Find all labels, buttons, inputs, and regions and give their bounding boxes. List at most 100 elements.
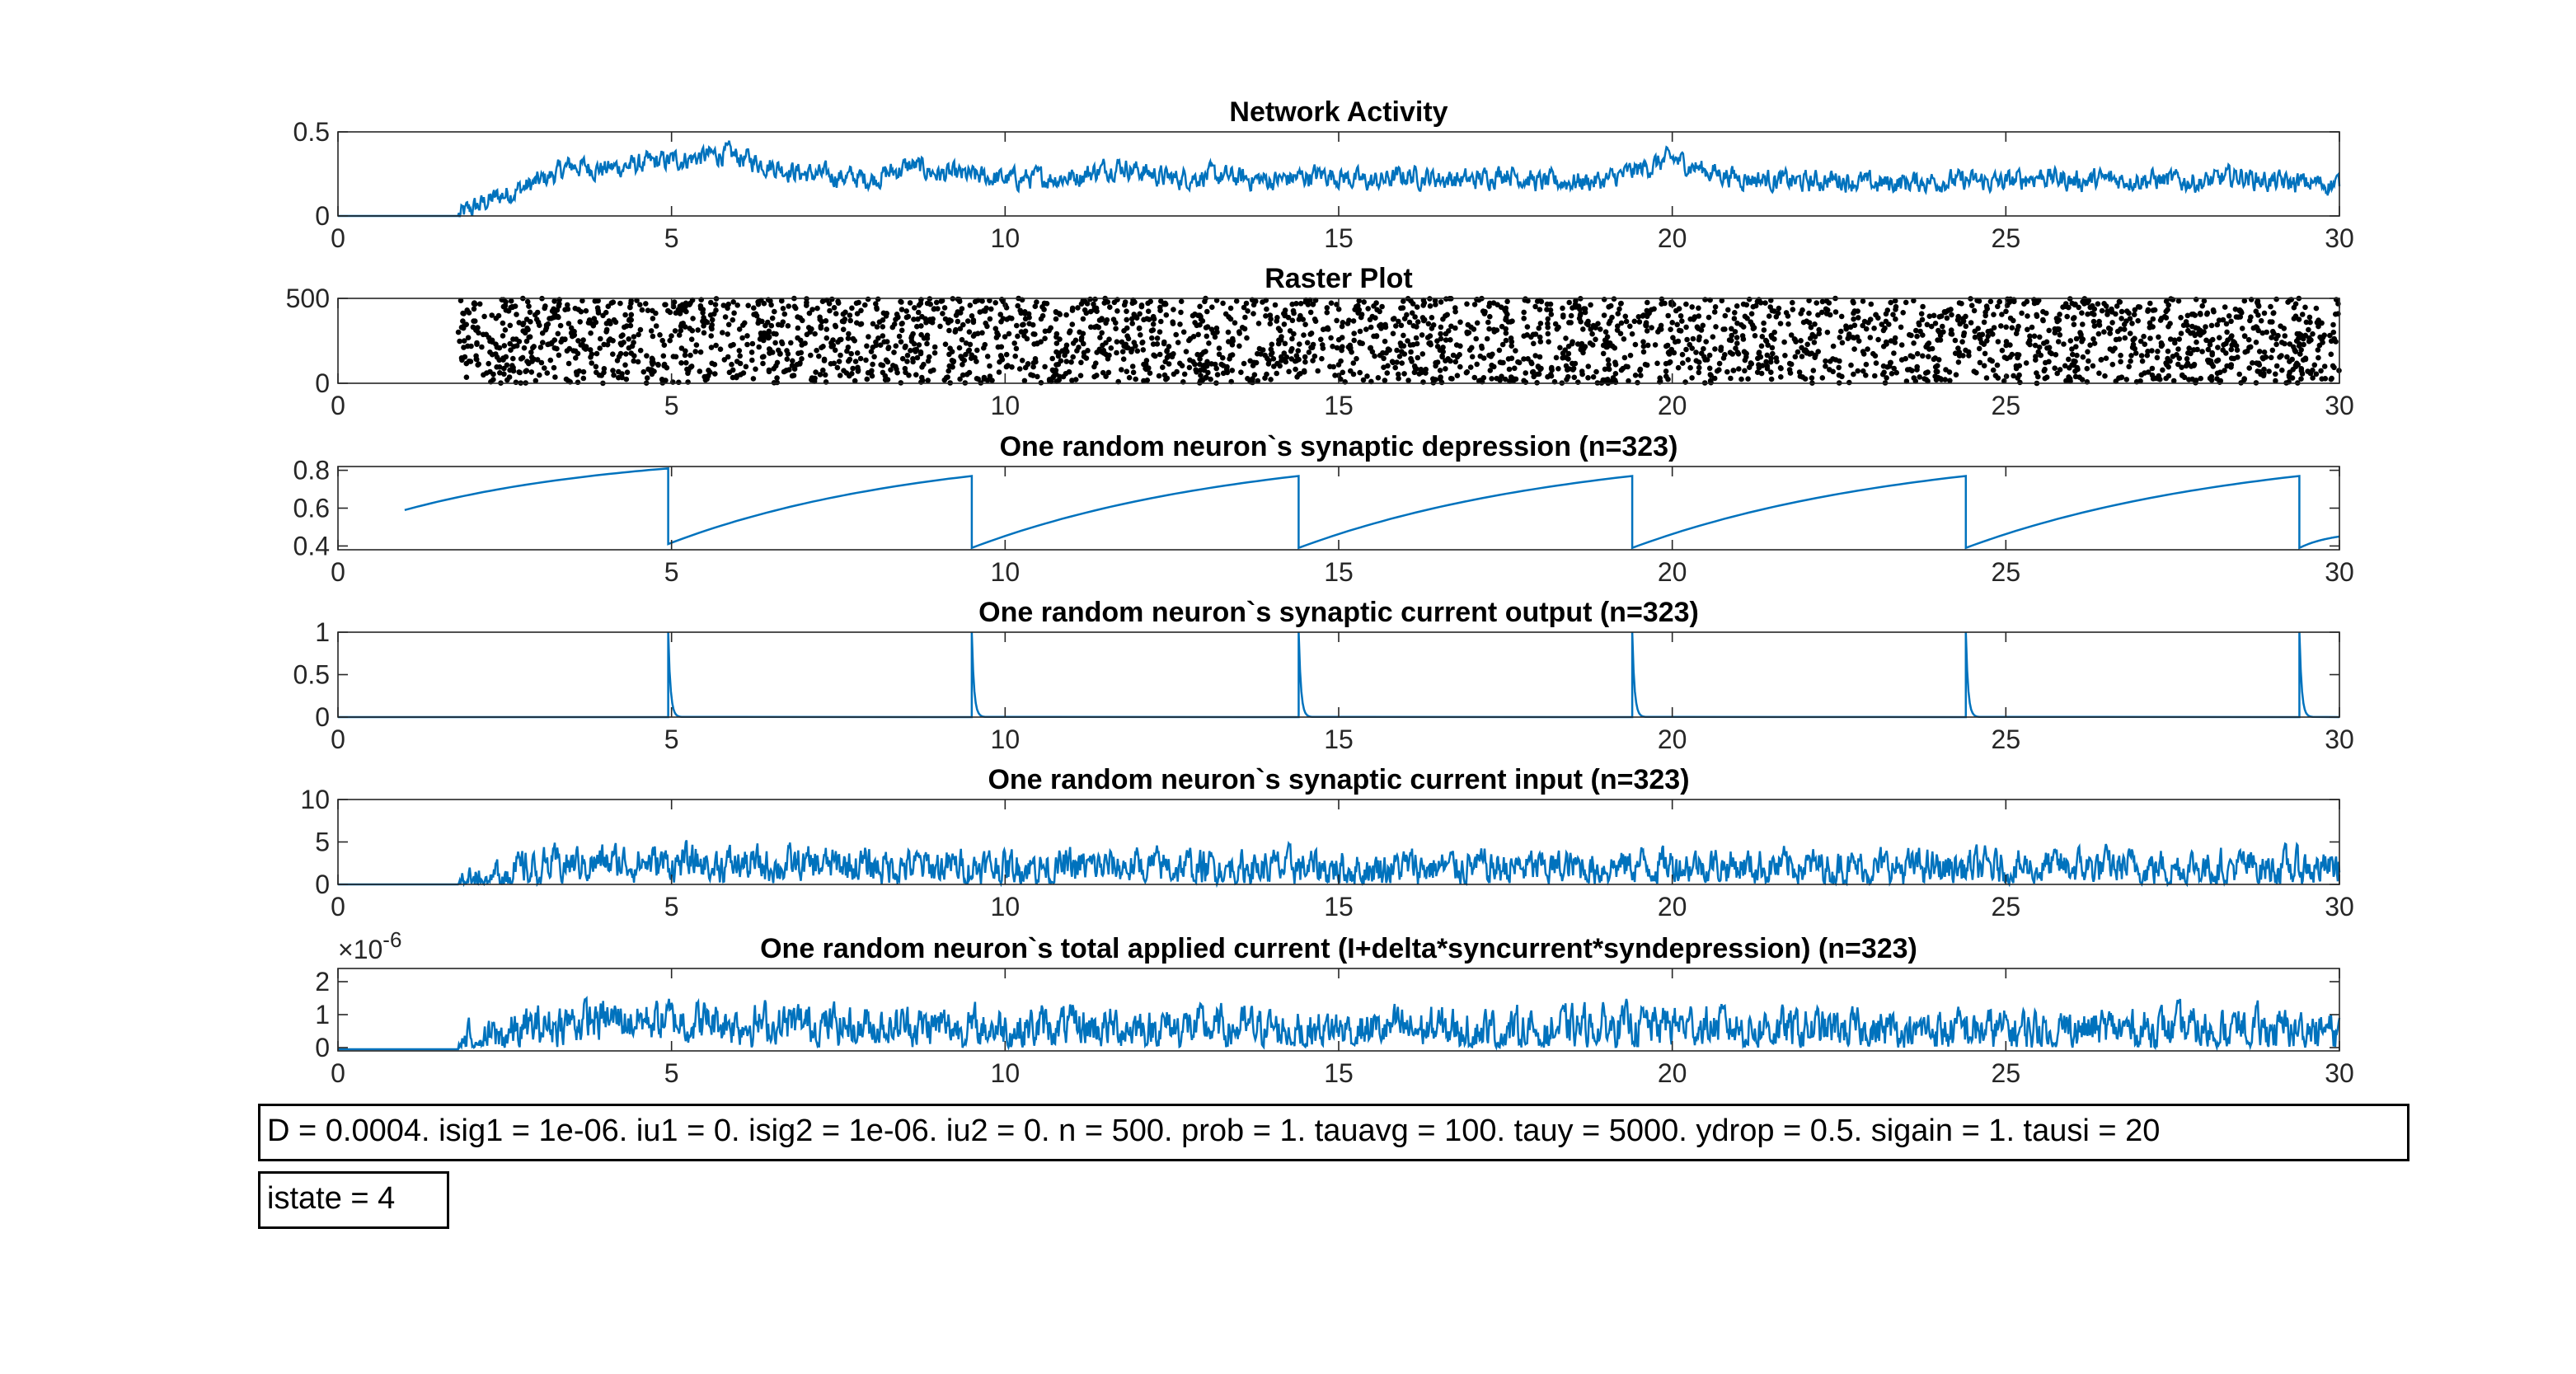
raster-point	[2130, 337, 2136, 343]
raster-point	[1335, 306, 1342, 312]
raster-point	[1427, 333, 1433, 339]
raster-point	[1419, 315, 1426, 321]
raster-point	[1053, 331, 1060, 337]
raster-point	[1665, 312, 1671, 319]
raster-point	[565, 377, 571, 384]
raster-point	[1335, 362, 1342, 368]
raster-point	[1823, 298, 1830, 304]
raster-point	[1390, 331, 1396, 337]
raster-point	[1260, 347, 1266, 353]
raster-point	[2156, 376, 2161, 382]
raster-point	[1532, 331, 1539, 337]
raster-point	[1949, 312, 1954, 318]
raster-point	[1856, 315, 1861, 321]
raster-point	[967, 302, 974, 308]
raster-point	[1696, 305, 1701, 312]
raster-point	[1439, 353, 1445, 359]
raster-point	[1297, 301, 1304, 307]
raster-point	[1553, 354, 1560, 361]
raster-point	[1663, 373, 1669, 379]
raster-point	[1238, 369, 1244, 376]
raster-point	[2076, 304, 2081, 311]
raster-point	[1640, 349, 1647, 355]
raster-point	[808, 352, 814, 359]
raster-point	[2330, 329, 2337, 335]
raster-point	[1452, 305, 1458, 311]
raster-point	[1657, 375, 1663, 382]
raster-point	[1438, 335, 1444, 342]
raster-point	[1078, 301, 1085, 307]
raster-point	[2096, 370, 2102, 377]
raster-point	[504, 362, 510, 368]
raster-point	[531, 344, 537, 349]
raster-point	[1473, 335, 1479, 342]
raster-point	[1565, 356, 1571, 362]
raster-point	[821, 356, 828, 363]
raster-point	[640, 368, 647, 375]
raster-point	[1097, 335, 1103, 340]
raster-point	[779, 298, 785, 304]
raster-point	[725, 301, 731, 307]
raster-point	[1600, 377, 1607, 383]
raster-point	[1560, 314, 1566, 320]
raster-point	[2011, 317, 2016, 324]
raster-point	[2310, 375, 2316, 381]
raster-point	[534, 309, 541, 316]
raster-point	[2034, 312, 2039, 318]
raster-point	[1638, 373, 1644, 378]
raster-point	[2207, 342, 2213, 348]
raster-point	[539, 330, 546, 336]
raster-point	[1966, 353, 1972, 359]
raster-point	[2073, 335, 2080, 342]
raster-point	[1600, 350, 1607, 357]
raster-point	[959, 336, 965, 343]
raster-point	[1863, 361, 1870, 368]
raster-point	[1419, 351, 1426, 357]
raster-point	[874, 324, 880, 330]
raster-point	[2118, 359, 2123, 365]
raster-point	[918, 379, 924, 385]
raster-point	[2172, 340, 2178, 346]
raster-point	[688, 363, 695, 369]
raster-point	[1736, 366, 1742, 372]
raster-point	[628, 312, 635, 318]
raster-point	[1352, 307, 1358, 312]
raster-point	[1903, 299, 1909, 306]
raster-point	[1911, 340, 1917, 346]
raster-point	[1163, 312, 1170, 318]
raster-point	[1154, 341, 1161, 347]
raster-point	[1166, 361, 1172, 367]
raster-point	[1563, 335, 1569, 341]
raster-point	[578, 308, 584, 315]
raster-point	[1593, 336, 1598, 343]
raster-point	[2299, 312, 2306, 317]
raster-point	[845, 345, 852, 350]
raster-point	[955, 318, 961, 325]
raster-point	[1409, 310, 1415, 317]
raster-point	[1904, 367, 1911, 373]
raster-point	[614, 358, 621, 363]
raster-point	[1287, 328, 1293, 334]
raster-point	[1560, 305, 1565, 312]
raster-point	[1872, 373, 1878, 379]
raster-point	[2165, 307, 2170, 313]
raster-point	[1262, 352, 1268, 359]
raster-point	[774, 379, 780, 386]
raster-point	[617, 300, 623, 307]
raster-point	[510, 355, 516, 362]
raster-point	[942, 316, 949, 322]
raster-point	[2040, 317, 2046, 323]
raster-point	[596, 372, 603, 378]
raster-point	[1880, 327, 1887, 334]
raster-point	[737, 360, 744, 367]
raster-point	[637, 302, 643, 308]
raster-point	[1204, 333, 1210, 340]
raster-point	[1425, 321, 1432, 327]
raster-point	[2296, 343, 2302, 349]
x-tick-label: 0	[331, 391, 345, 420]
raster-point	[2298, 376, 2304, 382]
raster-point	[817, 372, 823, 377]
raster-point	[1069, 321, 1076, 327]
raster-point	[1232, 320, 1238, 326]
raster-point	[493, 315, 500, 321]
